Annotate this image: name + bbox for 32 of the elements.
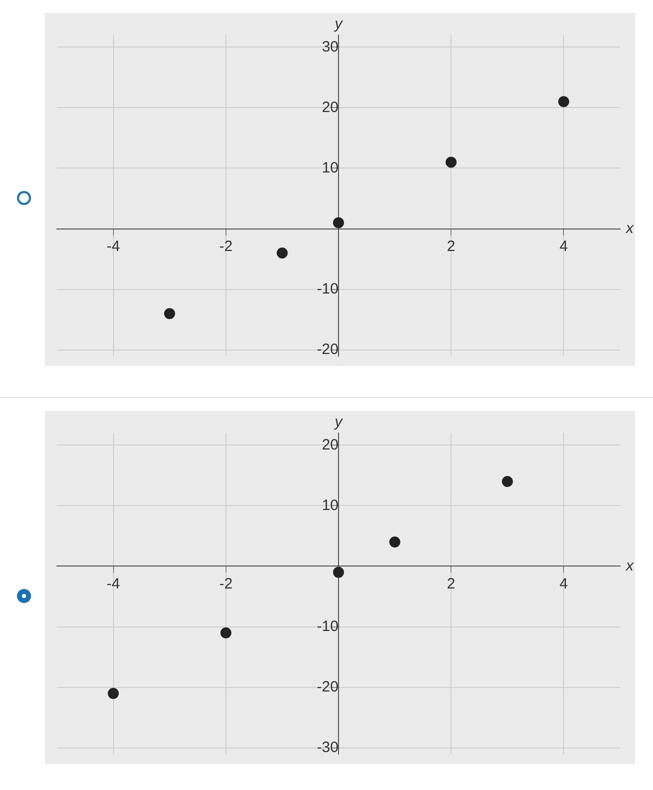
y-tick-label: 20 — [322, 98, 338, 116]
point — [108, 688, 119, 699]
x-tick-label: -2 — [219, 575, 233, 592]
point — [164, 308, 176, 320]
point — [446, 156, 457, 168]
y-tick-label: -20 — [316, 341, 338, 358]
x-tick-label: 2 — [446, 238, 456, 255]
x-tick-label: 2 — [446, 575, 456, 592]
y-tick-label: 20 — [322, 436, 338, 454]
point — [276, 248, 288, 259]
x-tick-label: -2 — [219, 238, 233, 255]
x-axis-title: x — [625, 557, 634, 574]
y-axis-title: y — [334, 16, 344, 33]
y-tick-label: -10 — [316, 618, 338, 635]
y-tick-label: 10 — [322, 496, 338, 514]
point — [333, 217, 344, 228]
point — [333, 566, 344, 578]
x-axis-title: x — [625, 220, 634, 237]
y-tick-label: 10 — [322, 159, 338, 176]
point — [558, 96, 570, 108]
x-tick-label: 4 — [560, 575, 568, 592]
y-tick-label: -20 — [316, 678, 338, 696]
x-tick-label: -4 — [106, 238, 120, 255]
point — [220, 627, 232, 638]
point — [502, 476, 513, 487]
y-tick-label: 30 — [322, 38, 338, 56]
y-tick-label: -30 — [316, 739, 338, 756]
y-axis-title: y — [334, 414, 344, 431]
x-tick-label: 4 — [560, 238, 568, 255]
y-tick-label: -10 — [316, 280, 338, 298]
point — [389, 536, 400, 548]
x-tick-label: -4 — [106, 575, 120, 592]
